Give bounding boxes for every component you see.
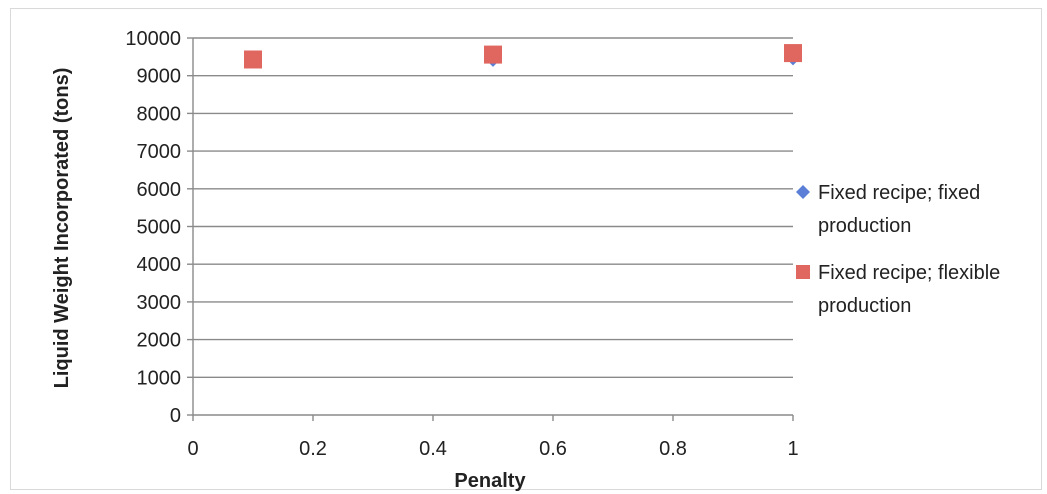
y-tick-label: 1000 bbox=[137, 367, 182, 389]
legend-square-icon bbox=[796, 265, 810, 279]
data-point-flexible-production bbox=[244, 50, 262, 69]
y-tick-labels: 0 1000 2000 3000 4000 5000 6000 7000 8000 9000 100… bbox=[125, 28, 181, 427]
y-tick-label: 9000 bbox=[137, 66, 182, 88]
x-tick-label: 0.4 bbox=[419, 438, 447, 460]
axes bbox=[187, 37, 794, 421]
legend-label: Fixed recipe; fixed bbox=[818, 182, 980, 204]
chart-frame bbox=[10, 8, 1042, 490]
y-axis-title: Liquid Weight Incorporated (tons) bbox=[51, 68, 73, 389]
legend-diamond-icon bbox=[796, 185, 810, 199]
x-tick-labels: 0 0.2 0.4 0.6 0.8 1 bbox=[187, 438, 798, 460]
y-tick-label: 4000 bbox=[137, 254, 182, 276]
x-axis-title: Penalty bbox=[454, 470, 526, 492]
y-tick-label: 0 bbox=[170, 405, 181, 427]
y-tick-label: 7000 bbox=[137, 141, 182, 163]
data-points bbox=[244, 44, 802, 69]
x-tick-label: 0 bbox=[187, 438, 198, 460]
x-tick-label: 0.6 bbox=[539, 438, 567, 460]
legend-label: production bbox=[818, 295, 911, 317]
grid-lines bbox=[193, 37, 793, 378]
x-tick-label: 0.2 bbox=[299, 438, 327, 460]
x-tick-label: 1 bbox=[787, 438, 798, 460]
legend-label: Fixed recipe; flexible bbox=[818, 262, 1000, 284]
y-tick-label: 3000 bbox=[137, 292, 182, 314]
legend: Fixed recipe; fixed production Fixed recip… bbox=[796, 182, 1000, 317]
y-tick-label: 10000 bbox=[125, 28, 181, 50]
y-tick-label: 2000 bbox=[137, 330, 182, 352]
y-tick-label: 5000 bbox=[137, 217, 182, 239]
data-point-flexible-production bbox=[484, 45, 502, 64]
y-tick-label: 8000 bbox=[137, 103, 182, 125]
x-tick-label: 0.8 bbox=[659, 438, 687, 460]
data-point-flexible-production bbox=[784, 44, 802, 63]
legend-label: production bbox=[818, 215, 911, 237]
y-tick-label: 6000 bbox=[137, 179, 182, 201]
